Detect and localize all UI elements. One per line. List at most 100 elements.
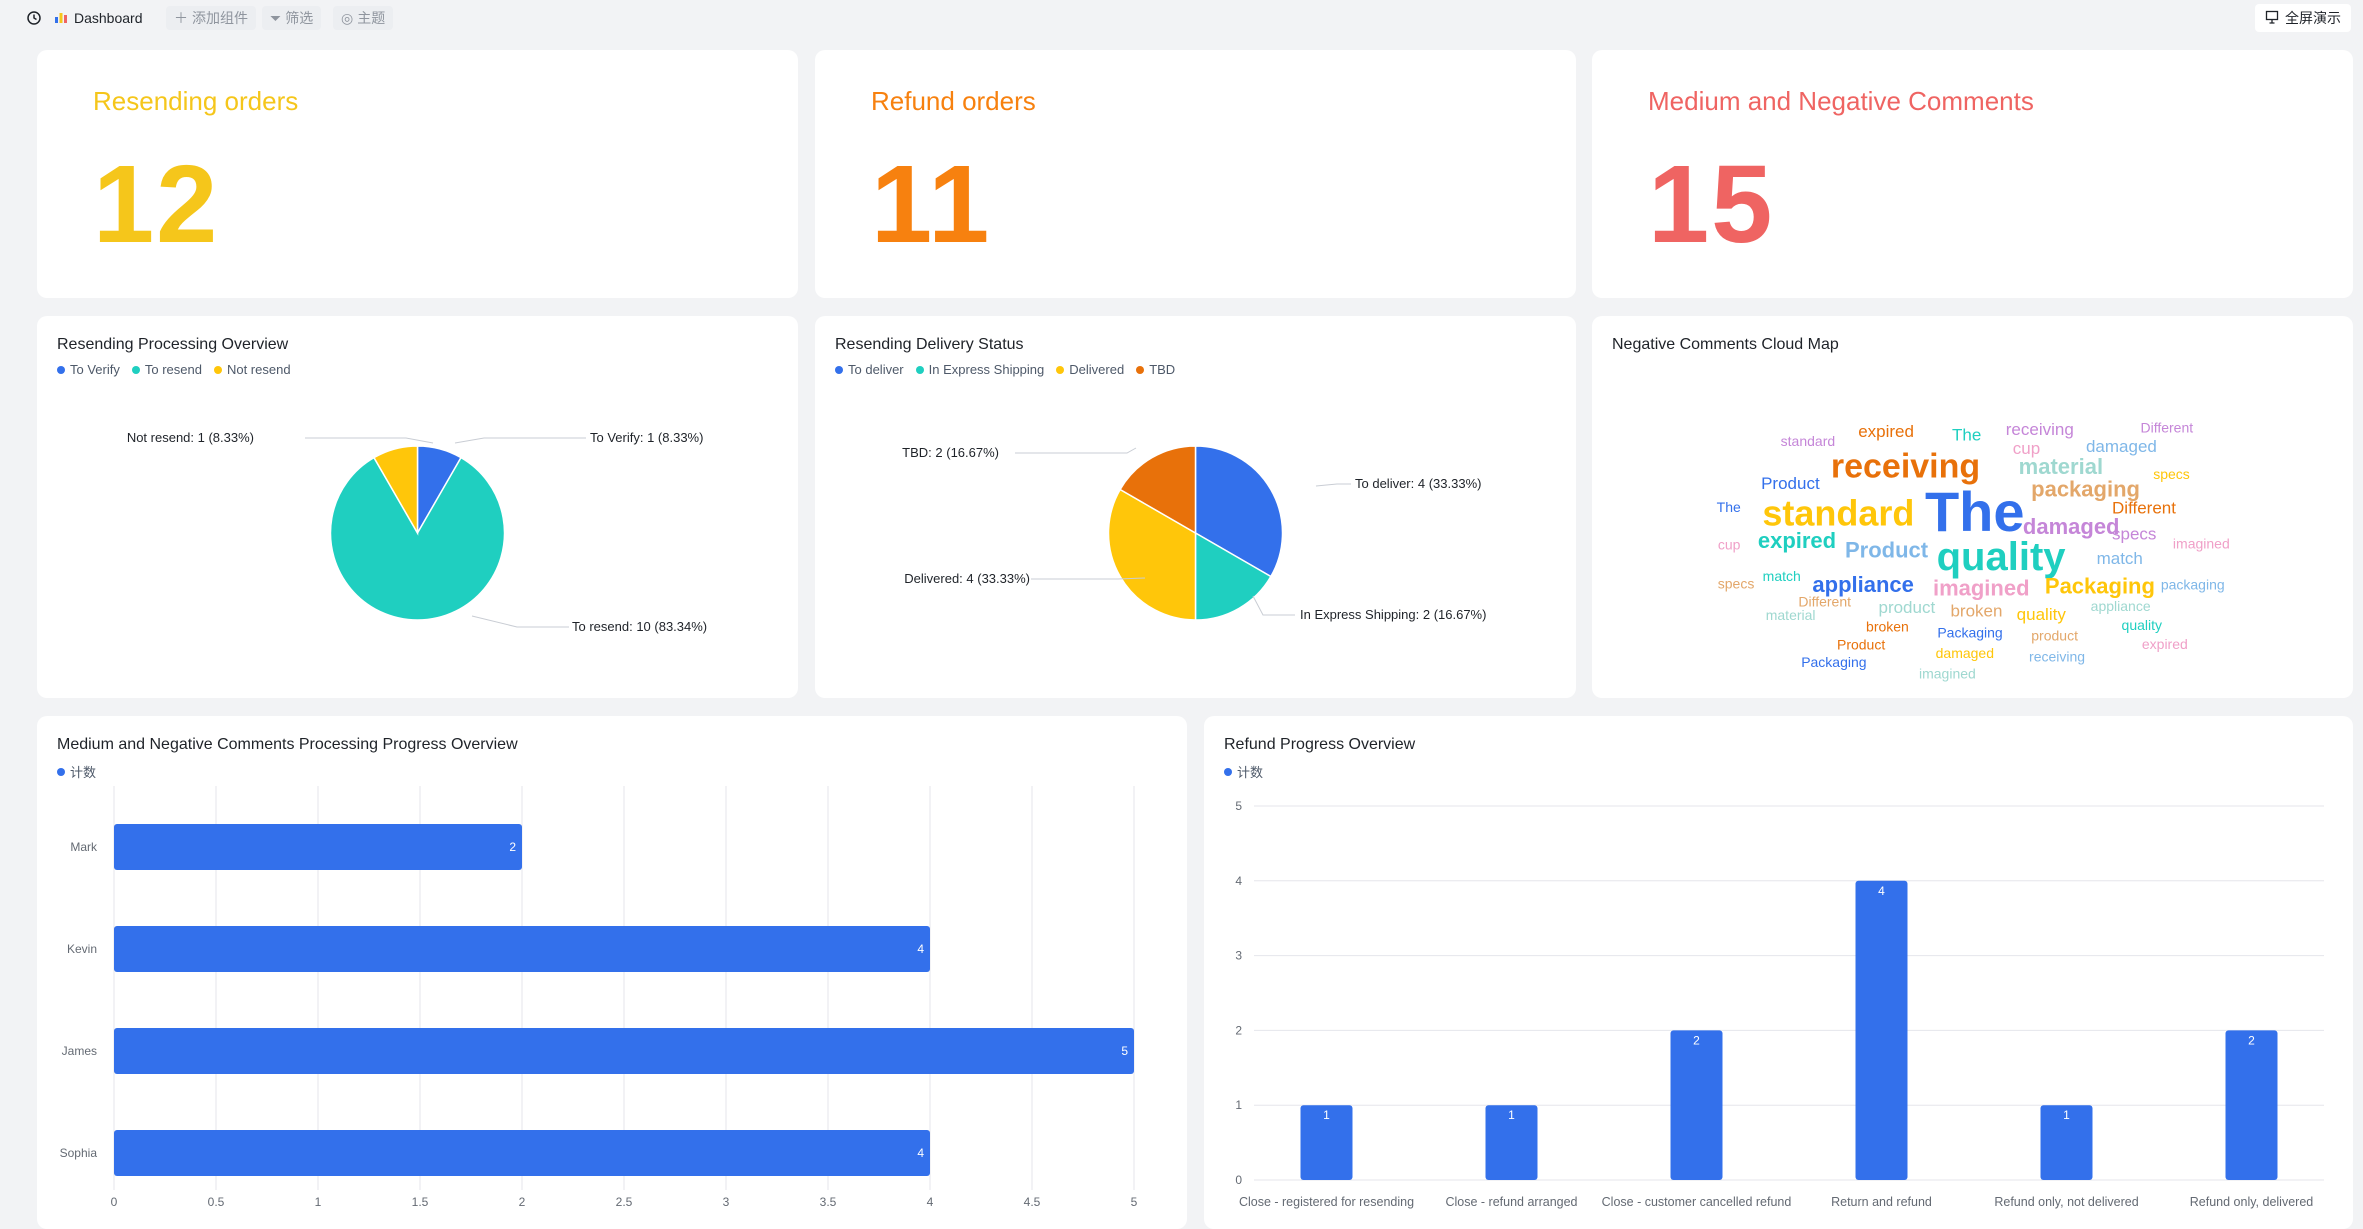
cloud-word: packaging xyxy=(2031,476,2140,501)
label-leader-line xyxy=(305,437,434,444)
x-tick-label: 0.5 xyxy=(208,1195,225,1209)
horizontal-bar-chart: 0 0.5 1 1.5 2 2.5 3 3.5 4 4.5 5 2 Mark 4 Kevin 5 James 4 S… xyxy=(60,786,1138,1209)
legend-item[interactable]: In Express Shipping xyxy=(915,362,1045,377)
y-category-label: Mark xyxy=(70,840,98,854)
y-tick-label: 4 xyxy=(1235,874,1242,888)
bar-0[interactable] xyxy=(1300,1105,1353,1180)
card-title: Resending Processing Overview xyxy=(57,336,289,353)
kpi-card-resending[interactable]: Resending orders 12 xyxy=(37,50,798,298)
cloud-word: damaged xyxy=(2086,437,2157,456)
cloud-word: standard xyxy=(1762,493,1914,534)
bar-1[interactable] xyxy=(1485,1105,1538,1180)
cloud-word: product xyxy=(2031,628,2078,644)
legend-item[interactable]: 计数 xyxy=(57,762,96,781)
legend-item[interactable]: Delivered xyxy=(1056,362,1124,377)
negative-comments-cloud-card[interactable]: Negative Comments Cloud Map The quality st… xyxy=(1592,316,2353,698)
pie-slice-tbd[interactable] xyxy=(1119,445,1197,535)
legend-label: In Express Shipping xyxy=(928,362,1045,377)
card-title: Medium and Negative Comments Processing … xyxy=(57,736,518,753)
filter-icon: ⏷ xyxy=(270,9,282,26)
bar-5[interactable] xyxy=(2225,1030,2278,1180)
pie-label: To deliver: 4 (33.33%) xyxy=(1355,476,1481,491)
bar-sophia[interactable] xyxy=(114,1130,930,1176)
pie-label: TBD: 2 (16.67%) xyxy=(902,445,999,460)
cloud-word: Product xyxy=(1845,538,1929,563)
pie-label: To Verify: 1 (8.33%) xyxy=(590,430,703,445)
cloud-word: appliance xyxy=(2091,598,2151,614)
kpi-card-comments[interactable]: Medium and Negative Comments 15 xyxy=(1592,50,2353,298)
cloud-word: expired xyxy=(1858,422,1914,441)
y-category-label: James xyxy=(62,1044,97,1058)
dashboard-tab[interactable]: Dashboard xyxy=(54,6,143,30)
pie-label: Delivered: 4 (33.33%) xyxy=(904,571,1030,586)
cloud-word: Packaging xyxy=(2045,573,2155,598)
pie-slice-in-express-shipping[interactable] xyxy=(1194,531,1272,621)
legend-label: To deliver xyxy=(848,362,904,377)
legend-item[interactable]: 计数 xyxy=(1224,762,1263,781)
y-tick-label: 1 xyxy=(1235,1098,1242,1112)
resend-processing-card[interactable]: Resending Processing Overview To Verify … xyxy=(37,316,798,698)
word-cloud: ThequalitystandardreceivingdamagedProduc… xyxy=(1717,419,2230,681)
bar-kevin[interactable] xyxy=(114,926,930,972)
cloud-word: product xyxy=(1878,598,1935,617)
cloud-word: broken xyxy=(1866,618,1909,634)
legend-dot xyxy=(1136,365,1145,374)
pie-chart: To Verify: 1 (8.33%) To resend: 10 (83.3… xyxy=(127,430,707,634)
y-category-label: Sophia xyxy=(60,1146,98,1160)
kpi-title: Medium and Negative Comments xyxy=(1648,86,2034,116)
bar-3[interactable] xyxy=(1855,880,1908,1180)
cloud-word: specs xyxy=(1718,575,1755,591)
legend-item[interactable]: To Verify xyxy=(57,362,120,377)
filter-button[interactable]: ⏷ 筛选 xyxy=(262,6,322,30)
label-leader-line xyxy=(1315,483,1351,487)
pie-label: Not resend: 1 (8.33%) xyxy=(127,430,254,445)
toolbar: Dashboard ＋ 添加组件 ⏷ 筛选 ◎ 主题 全屏演示 xyxy=(0,0,2363,36)
legend-item[interactable]: Not resend xyxy=(213,362,291,377)
bar-james[interactable] xyxy=(114,1028,1134,1074)
y-tick-label: 5 xyxy=(1235,799,1242,813)
kpi-value: 12 xyxy=(93,143,220,266)
cloud-word: Different xyxy=(2140,419,2193,435)
bar-4[interactable] xyxy=(2040,1105,2093,1180)
cloud-word: Different xyxy=(2112,498,2176,517)
bar-mark[interactable] xyxy=(114,824,522,870)
pie-slice-not-resend[interactable] xyxy=(372,445,419,536)
bar-2[interactable] xyxy=(1670,1030,1723,1180)
cloud-word: damaged xyxy=(1936,645,1994,661)
legend-label: Not resend xyxy=(226,362,291,377)
cloud-word: quality xyxy=(2017,605,2067,624)
cloud-word: specs xyxy=(2153,466,2190,482)
cloud-word: damaged xyxy=(2023,514,2120,539)
cloud-word: material xyxy=(1766,607,1816,623)
legend-item[interactable]: To resend xyxy=(131,362,202,377)
cloud-word: quality xyxy=(1937,535,2067,579)
legend-item[interactable]: TBD xyxy=(1136,362,1175,377)
vertical-bar-chart: 0 1 2 3 4 5 1 Close - registered for resending 1… xyxy=(1235,799,2324,1209)
chart-icon xyxy=(54,10,68,27)
kpi-card-refund[interactable]: Refund orders 11 xyxy=(815,50,1576,298)
kpi-title: Resending orders xyxy=(93,86,299,116)
cloud-word: imagined xyxy=(1933,576,2030,601)
add-widget-button[interactable]: ＋ 添加组件 xyxy=(166,6,256,30)
pie-chart: To deliver: 4 (33.33%) In Express Shippi… xyxy=(902,445,1486,622)
y-tick-label: 0 xyxy=(1235,1173,1242,1187)
fullscreen-label: 全屏演示 xyxy=(2285,10,2341,26)
history-icon[interactable] xyxy=(26,6,42,30)
fullscreen-button[interactable]: 全屏演示 xyxy=(2255,4,2351,32)
cloud-word: cup xyxy=(2013,439,2040,458)
refund-progress-card[interactable]: Refund Progress Overview 计数 0 1 2 3 4 5 1 Close… xyxy=(1204,716,2353,1229)
legend-dot xyxy=(1056,365,1065,374)
palette-icon: ◎ xyxy=(341,9,354,26)
legend-dot xyxy=(915,365,924,374)
pie-slice-to-resend[interactable] xyxy=(329,456,506,621)
resend-delivery-card[interactable]: Resending Delivery Status To deliver In … xyxy=(815,316,1576,698)
pie-label: In Express Shipping: 2 (16.67%) xyxy=(1300,607,1486,622)
label-leader-line xyxy=(1031,577,1146,580)
pie-slice-delivered[interactable] xyxy=(1107,488,1197,621)
theme-button[interactable]: ◎ 主题 xyxy=(333,6,394,30)
legend-item[interactable]: To deliver xyxy=(835,362,904,377)
comments-progress-card[interactable]: Medium and Negative Comments Processing … xyxy=(37,716,1187,1229)
pie-slice-to-deliver[interactable] xyxy=(1194,445,1284,578)
y-tick-label: 2 xyxy=(1235,1023,1242,1037)
cloud-word: broken xyxy=(1950,601,2002,620)
